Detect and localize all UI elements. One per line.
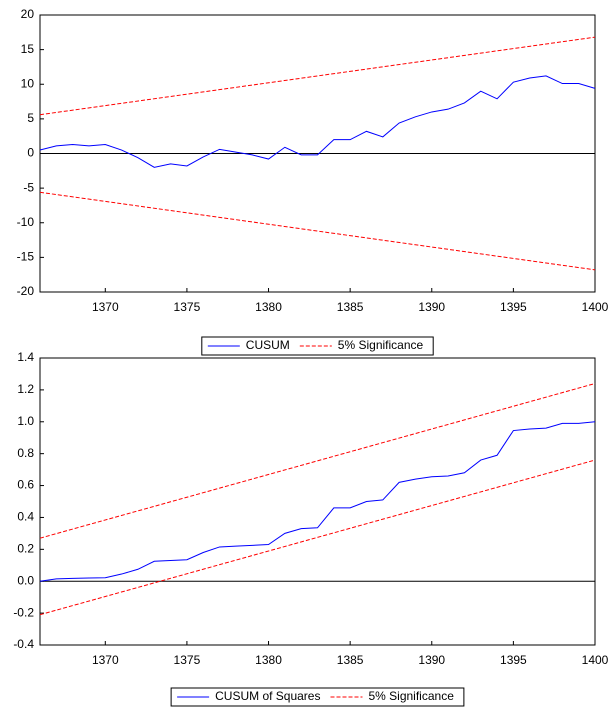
- y-tick-label: 5: [27, 111, 34, 125]
- x-tick-label: 1380: [255, 300, 282, 314]
- data-line: [39, 421, 596, 582]
- x-tick-label: 1400: [582, 653, 609, 667]
- x-tick-label: 1385: [337, 653, 364, 667]
- y-tick-label: 0: [27, 146, 34, 160]
- significance-line: [39, 191, 596, 271]
- y-tick-label: 0.6: [17, 478, 34, 492]
- plot-frame: [39, 357, 596, 646]
- legend-label: CUSUM: [246, 338, 290, 352]
- x-tick-label: 1395: [500, 653, 527, 667]
- y-tick-label: 20: [21, 7, 35, 21]
- y-tick-label: -0.2: [13, 605, 34, 619]
- x-tick-label: 1370: [92, 300, 119, 314]
- y-tick-label: 15: [21, 42, 35, 56]
- y-tick-label: -0.4: [13, 637, 34, 651]
- x-tick-label: 1395: [500, 300, 527, 314]
- x-tick-label: 1380: [255, 653, 282, 667]
- y-tick-label: 10: [21, 76, 35, 90]
- x-tick-label: 1385: [337, 300, 364, 314]
- y-tick-label: 0.4: [17, 510, 34, 524]
- y-tick-label: -10: [17, 215, 35, 229]
- x-tick-label: 1375: [174, 653, 201, 667]
- y-tick-label: -20: [17, 284, 35, 298]
- y-tick-label: 0.2: [17, 542, 34, 556]
- legend-label: 5% Significance: [368, 689, 454, 703]
- y-tick-label: 1.2: [17, 382, 34, 396]
- data-line: [39, 75, 596, 168]
- x-tick-label: 1390: [418, 300, 445, 314]
- significance-line: [39, 459, 596, 616]
- significance-line: [39, 383, 596, 539]
- x-tick-label: 1370: [92, 653, 119, 667]
- y-tick-label: 0.0: [17, 573, 34, 587]
- y-tick-label: 1.0: [17, 414, 34, 428]
- x-tick-label: 1375: [174, 300, 201, 314]
- y-tick-label: -15: [17, 250, 35, 264]
- y-tick-label: 1.4: [17, 350, 34, 364]
- legend-label: 5% Significance: [338, 338, 424, 352]
- legend-box: [201, 336, 434, 356]
- x-tick-label: 1390: [418, 653, 445, 667]
- y-tick-label: 0.8: [17, 446, 34, 460]
- legend-box: [170, 687, 465, 707]
- legend-label: CUSUM of Squares: [215, 689, 320, 703]
- x-tick-label: 1400: [582, 300, 609, 314]
- significance-line: [39, 36, 596, 116]
- y-tick-label: -5: [23, 180, 34, 194]
